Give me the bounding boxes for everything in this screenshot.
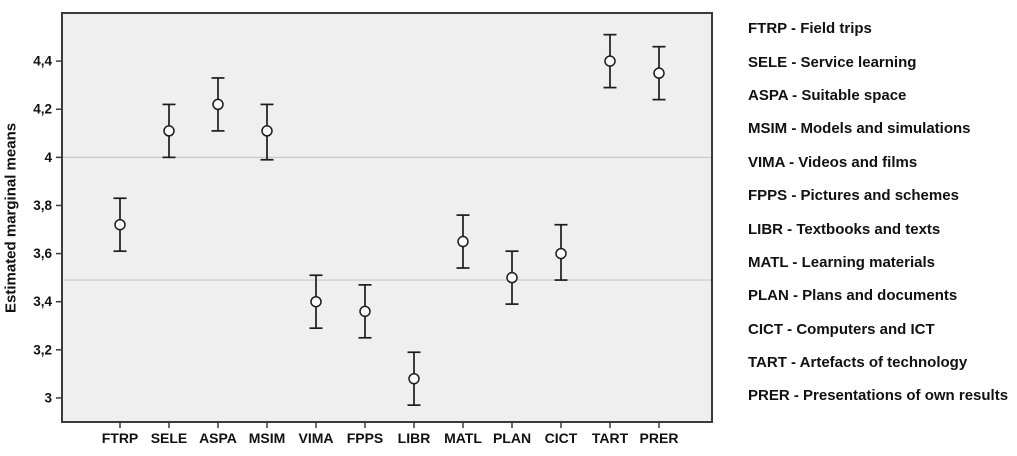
x-tick-label: MATL bbox=[444, 430, 482, 446]
y-tick-label: 4,2 bbox=[33, 102, 52, 117]
y-tick-label: 4,4 bbox=[33, 54, 52, 69]
x-tick-label: PLAN bbox=[493, 430, 531, 446]
legend-item-ftrp: FTRP - Field trips bbox=[748, 20, 872, 38]
y-tick-label: 3,8 bbox=[33, 198, 52, 213]
mean-marker bbox=[408, 372, 420, 385]
y-tick-label: 4 bbox=[44, 150, 52, 165]
legend-item-tart: TART - Artefacts of technology bbox=[748, 354, 968, 372]
mean-marker bbox=[604, 55, 616, 67]
legend-item-vima: VIMA - Videos and films bbox=[748, 153, 918, 171]
legend: FTRP - Field trips SELE - Service learni… bbox=[748, 12, 1008, 413]
plot-area bbox=[62, 13, 712, 422]
mean-marker bbox=[163, 125, 175, 137]
mean-marker bbox=[261, 125, 273, 137]
mean-marker bbox=[310, 295, 322, 308]
x-tick-label: CICT bbox=[545, 430, 578, 446]
mean-marker bbox=[359, 305, 371, 318]
x-tick-label: VIMA bbox=[299, 430, 334, 446]
mean-marker bbox=[212, 98, 224, 111]
mean-marker bbox=[555, 247, 567, 260]
mean-marker bbox=[506, 271, 518, 284]
legend-item-libr: LIBR - Textbooks and texts bbox=[748, 220, 941, 238]
legend-item-fpps: FPPS - Pictures and schemes bbox=[748, 187, 959, 205]
y-tick-label: 3,4 bbox=[33, 294, 52, 309]
plot-frame bbox=[61, 12, 713, 423]
mean-marker bbox=[457, 235, 469, 248]
mean-marker bbox=[114, 218, 126, 231]
x-tick-label: PRER bbox=[640, 430, 679, 446]
legend-item-matl: MATL - Learning materials bbox=[748, 253, 935, 271]
legend-item-cict: CICT - Computers and ICT bbox=[748, 320, 935, 338]
errorbar-chart: Estimated marginal means 3 3,2 3,4 3,6 3,8 4 4… bbox=[3, 12, 713, 446]
y-tick-label: 3,6 bbox=[33, 246, 52, 261]
x-tick-label: TART bbox=[592, 430, 629, 446]
legend-item-aspa: ASPA - Suitable space bbox=[748, 86, 907, 104]
x-tick-label: FTRP bbox=[102, 430, 139, 446]
y-tick-label: 3,2 bbox=[33, 342, 52, 357]
y-tick-label: 3 bbox=[44, 390, 52, 405]
x-tick-label: FPPS bbox=[347, 430, 384, 446]
x-tick-label: SELE bbox=[151, 430, 188, 446]
legend-item-prer: PRER - Presentations of own results bbox=[748, 387, 1009, 405]
legend-item-plan: PLAN - Plans and documents bbox=[748, 287, 958, 305]
legend-item-msim: MSIM - Models and simulations bbox=[748, 120, 971, 138]
x-tick-label: LIBR bbox=[398, 430, 431, 446]
errorbar-chart-svg: 3 3,2 3,4 3,6 3,8 4 4,2 4,4 FTRP SELE ASPA MSIM VIMA… bbox=[33, 12, 713, 446]
mean-marker bbox=[653, 67, 665, 79]
x-tick-label: MSIM bbox=[249, 430, 286, 446]
legend-item-sele: SELE - Service learning bbox=[748, 53, 917, 71]
x-tick-label: ASPA bbox=[199, 430, 237, 446]
